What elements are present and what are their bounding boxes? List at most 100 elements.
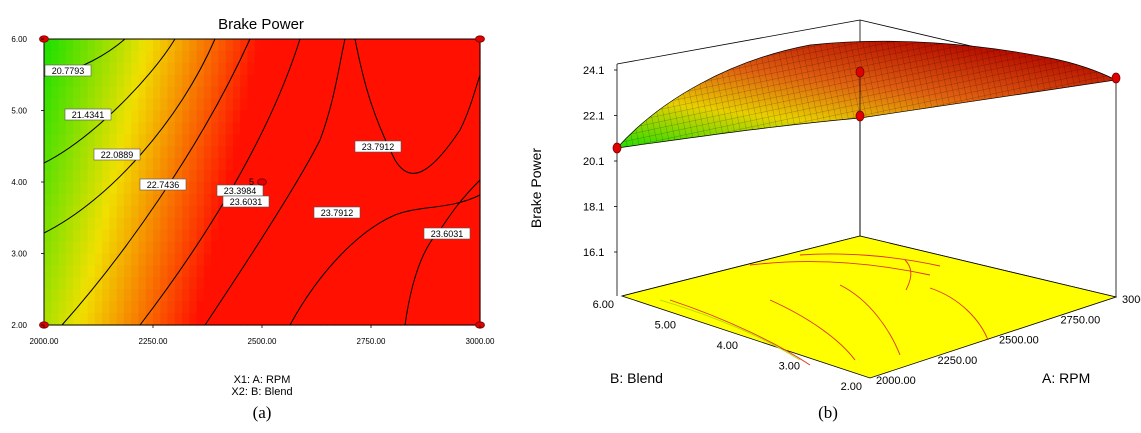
heat-cell (421, 110, 430, 124)
heat-cell (211, 253, 219, 267)
heat-cell (291, 134, 299, 147)
heat-cell (211, 205, 219, 219)
heat-cell (436, 110, 445, 124)
heat-cell (218, 193, 227, 207)
heat-cell (291, 74, 299, 88)
heat-cell (349, 301, 358, 314)
heat-cell (145, 39, 154, 52)
heat-cell (298, 193, 307, 207)
heat-cell (320, 134, 328, 147)
heat-cell (436, 253, 445, 267)
heat-cell (283, 98, 292, 112)
heat-cell (131, 182, 140, 195)
heat-cell (465, 39, 474, 52)
heat-cell (254, 289, 263, 302)
heat-cell (291, 110, 299, 124)
heat-cell (276, 182, 285, 195)
heat-cell (232, 170, 241, 183)
heat-cell (94, 134, 103, 147)
heat-cell (196, 86, 205, 100)
svg-text:23.7912: 23.7912 (362, 142, 395, 152)
heat-cell (145, 253, 154, 267)
heat-cell (414, 182, 423, 195)
heat-cell (429, 182, 437, 195)
heat-cell (240, 229, 249, 243)
contour-line (289, 194, 481, 326)
heat-cell (262, 39, 270, 52)
heat-cell (167, 265, 176, 278)
heat-cell (334, 146, 343, 159)
heat-cell (145, 289, 154, 302)
heat-cell (378, 158, 387, 171)
heat-cell (407, 229, 416, 243)
heat-cell (465, 182, 474, 195)
heat-cell (218, 39, 227, 52)
heat-cell (145, 217, 154, 231)
heat-cell (429, 277, 437, 290)
heat-cell (123, 301, 132, 314)
heat-cell (349, 289, 358, 302)
heat-cell (182, 241, 190, 255)
heat-cell (276, 193, 285, 207)
heat-cell (65, 182, 74, 195)
heat-cell (400, 301, 408, 314)
heat-cell (312, 146, 321, 159)
heat-cell (363, 98, 372, 112)
heat-cell (269, 313, 278, 326)
heat-cell (189, 62, 198, 76)
heat-cell (436, 86, 445, 100)
heat-cell (443, 217, 452, 231)
heat-cell (262, 62, 270, 76)
heat-cell (450, 134, 459, 147)
heat-cell (349, 277, 358, 290)
heat-cell (131, 86, 140, 100)
heat-cell (65, 277, 74, 290)
heat-cell (44, 146, 52, 159)
heat-cell (116, 193, 125, 207)
heat-cell (298, 217, 307, 231)
heat-cell (131, 158, 140, 171)
heat-cell (305, 170, 314, 183)
heat-cell (465, 193, 474, 207)
heat-cell (138, 134, 147, 147)
heat-cell (160, 158, 169, 171)
heat-cell (283, 301, 292, 314)
heat-cell (472, 74, 481, 88)
heat-cell (356, 265, 365, 278)
heat-cell (131, 193, 140, 207)
heat-cell (225, 265, 234, 278)
heat-cell (247, 98, 256, 112)
heat-cell (458, 313, 467, 326)
heat-cell (109, 110, 118, 124)
heat-cell (240, 98, 249, 112)
heat-cell (458, 182, 467, 195)
heat-cell (94, 62, 103, 76)
heat-cell (65, 158, 74, 171)
heat-cell (73, 182, 81, 195)
heat-cell (429, 39, 437, 52)
heat-cell (363, 50, 372, 64)
heat-cell (196, 98, 205, 112)
heat-cell (131, 134, 140, 147)
heat-cell (400, 313, 408, 326)
heat-cell (123, 110, 132, 124)
heat-cell (160, 170, 169, 183)
heat-cell (414, 217, 423, 231)
heat-cell (327, 253, 336, 267)
heat-cell (123, 170, 132, 183)
heat-cell (102, 74, 110, 88)
heat-cell (276, 253, 285, 267)
heat-cell (51, 122, 60, 135)
heat-cell (392, 170, 401, 183)
heat-cell (203, 122, 212, 135)
heat-cell (450, 217, 459, 231)
heat-cell (211, 158, 219, 171)
heat-cell (443, 289, 452, 302)
heat-cell (218, 277, 227, 290)
heat-cell (196, 158, 205, 171)
heat-cell (123, 229, 132, 243)
heat-cell (283, 62, 292, 76)
heat-cell (189, 110, 198, 124)
heat-cell (436, 50, 445, 64)
blend-axis-label: B: Blend (610, 370, 663, 386)
